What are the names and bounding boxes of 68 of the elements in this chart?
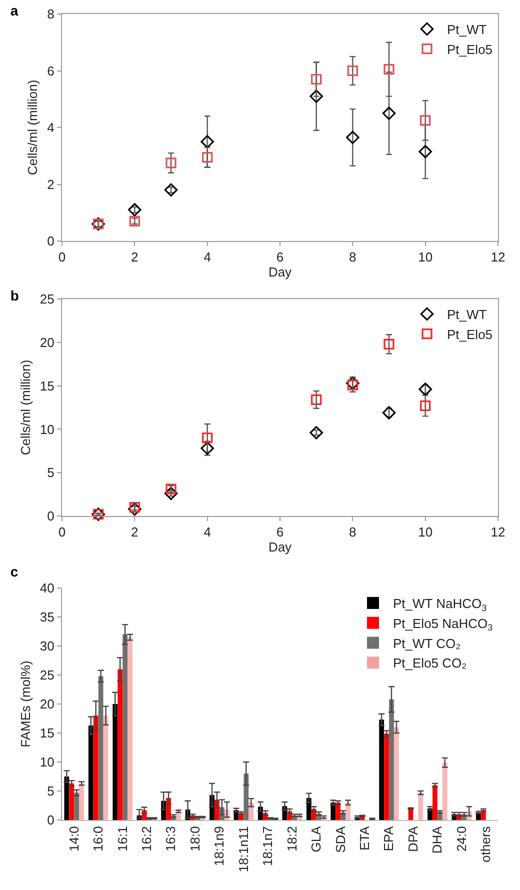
y-tick-label: 0	[47, 812, 54, 828]
y-tick-label: 6	[47, 63, 54, 78]
y-tick-label: 40	[40, 580, 54, 596]
x-tick-label: 6	[276, 524, 284, 540]
x-tick-label: 8	[349, 250, 356, 265]
y-tick-label: 25	[40, 292, 54, 307]
legend-label: Pt_WT	[447, 22, 487, 38]
x-axis-title: Day	[268, 264, 292, 280]
x-tick-label: 16:3	[163, 826, 178, 852]
y-axis-title: FAMEs (mol%)	[18, 660, 33, 748]
y-axis-title: Cells/ml (million)	[18, 360, 33, 456]
x-tick-label: 2	[131, 250, 138, 265]
x-tick-label: 18:1n11	[236, 826, 251, 872]
y-tick-label: 5	[47, 465, 54, 480]
x-tick-label: 2	[131, 524, 138, 540]
y-tick-label: 25	[40, 668, 54, 683]
x-tick-label: 18:0	[187, 826, 202, 852]
y-axis-title: Cells/ml (million)	[25, 80, 40, 176]
x-tick-label: 8	[349, 524, 356, 540]
x-tick-label: 16:1	[114, 826, 130, 852]
y-tick-label: 20	[40, 696, 54, 712]
x-tick-label: 4	[204, 250, 211, 265]
x-tick-label: GLA	[308, 826, 324, 852]
y-tick-label: 5	[47, 784, 54, 799]
x-tick-label: 16:0	[90, 826, 106, 852]
x-tick-label: ETA	[357, 826, 372, 851]
x-tick-label: EPA	[381, 826, 396, 852]
legend-label: Pt_Elo5 CO₂	[393, 656, 467, 671]
x-tick-label: 16:2	[139, 826, 154, 852]
x-tick-label: 6	[276, 250, 284, 265]
y-tick-label: 8	[47, 6, 54, 22]
legend-label: Pt_Elo5 NaHCO$_{3}$	[393, 616, 493, 633]
y-tick-label: 4	[47, 120, 54, 136]
chart-title: a	[10, 2, 18, 18]
legend-label: Pt_Elo5	[447, 326, 493, 342]
chart-title: c	[10, 563, 18, 580]
y-tick-label: 0	[47, 508, 54, 524]
y-tick-label: 35	[40, 610, 54, 625]
x-tick-label: 18:2	[284, 826, 300, 852]
x-tick-label: 0	[58, 524, 66, 540]
x-tick-label: 10	[418, 250, 433, 265]
y-tick-label: 15	[40, 378, 54, 394]
x-tick-label: 10	[418, 524, 433, 540]
x-tick-label: 18:1n9	[212, 826, 227, 866]
x-tick-label: 12	[490, 250, 506, 265]
x-tick-label: others	[478, 826, 494, 862]
legend-label: Pt_WT CO₂	[393, 636, 461, 651]
y-tick-label: 10	[40, 422, 54, 437]
y-tick-label: 20	[40, 334, 54, 350]
x-tick-label: DPA	[405, 826, 420, 852]
x-axis-title: Day	[268, 540, 292, 555]
x-tick-label: SDA	[332, 826, 348, 853]
x-tick-label: 14:0	[66, 826, 82, 852]
x-tick-label: 18:1n7	[260, 826, 276, 866]
x-tick-label: DHA	[430, 826, 445, 854]
x-tick-label: 24:0	[454, 826, 469, 852]
x-tick-label: 0	[58, 250, 66, 265]
x-tick-label: 12	[490, 524, 506, 540]
x-tick-label: 4	[204, 524, 211, 540]
y-tick-label: 2	[47, 176, 54, 192]
legend-label: Pt_WT	[447, 307, 487, 322]
y-tick-label: 10	[40, 754, 54, 770]
legend-label: Pt_Elo5	[447, 42, 493, 57]
chart-title: b	[10, 287, 19, 304]
y-tick-label: 0	[47, 234, 54, 249]
y-tick-label: 30	[40, 638, 54, 654]
legend-label: Pt_WT NaHCO$_{3}$	[393, 596, 487, 613]
y-tick-label: 15	[40, 726, 54, 741]
